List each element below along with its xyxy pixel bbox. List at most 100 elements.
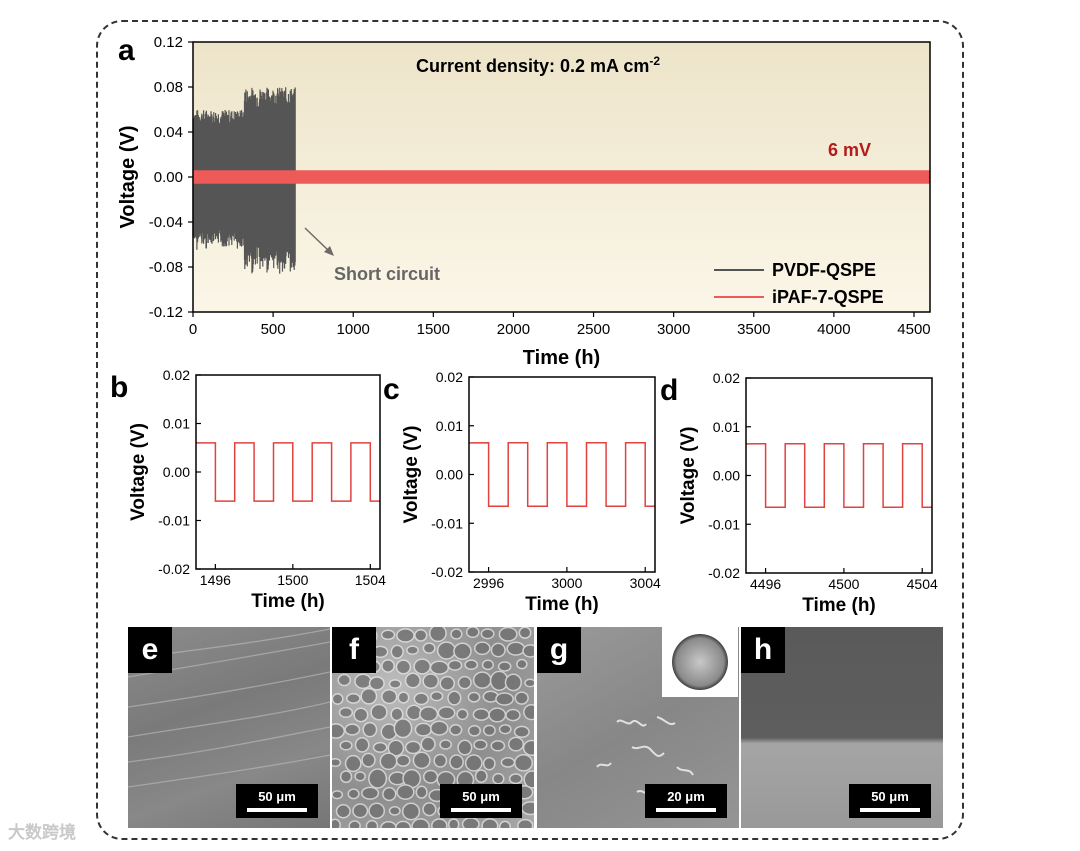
sem-pore — [332, 818, 341, 828]
y-tick-label-d-0: 0.02 — [713, 370, 740, 386]
sem-pore — [450, 628, 463, 640]
x-axis-label-a: Time (h) — [523, 347, 600, 369]
scale-text-h: 50 μm — [871, 789, 909, 804]
sem-pore — [521, 801, 534, 816]
sem-pore — [464, 754, 483, 772]
sem-pore — [372, 741, 388, 753]
sem-pore — [411, 818, 430, 828]
sem-pore — [514, 691, 529, 705]
sem-pore — [429, 720, 449, 736]
figure-frame — [96, 20, 964, 840]
sem-pore — [498, 724, 512, 735]
sem-pore — [508, 773, 523, 785]
sem-pore — [346, 692, 361, 704]
x-tick-label-a-2: 1000 — [337, 321, 370, 338]
sem-pore — [353, 707, 369, 723]
sem-pore — [518, 627, 532, 639]
sem-pore — [474, 769, 488, 784]
x-tick-label-a-5: 2500 — [577, 321, 610, 338]
sem-pore — [461, 817, 480, 828]
sem-pore — [393, 718, 413, 739]
sem-pore — [422, 673, 440, 690]
sem-pore — [473, 641, 491, 656]
y-tick-label-a-3: 0.00 — [154, 169, 183, 186]
sem-pore — [420, 736, 436, 752]
sem-pore — [382, 786, 397, 802]
sem-pore — [388, 679, 402, 689]
sem-pore — [380, 821, 397, 828]
short-circuit-label: Short circuit — [334, 264, 440, 284]
plot-frame-b — [195, 374, 381, 570]
sem-pore — [365, 819, 379, 828]
sem-pore — [335, 804, 351, 819]
sem-pore — [380, 629, 396, 641]
sem-pore — [431, 818, 448, 828]
sem-pore — [513, 725, 530, 739]
sem-pore — [428, 627, 447, 643]
series-square-wave-b — [196, 442, 380, 502]
sem-pore — [387, 739, 405, 757]
y-tick-label-d-4: -0.02 — [708, 565, 740, 581]
coin-cell-photo — [662, 627, 738, 697]
sem-pore — [492, 772, 505, 785]
sem-pore — [332, 693, 344, 705]
sem-pore — [395, 820, 412, 828]
scale-bar-e: 50 μm — [236, 784, 318, 818]
panel-d: 4496 4500 4504 0.02 0.01 0.00 -0.01 -0.02 Time (… — [660, 370, 938, 616]
sem-pore — [413, 658, 432, 675]
x-tick-label-c-0: 2996 — [473, 575, 504, 591]
sem-pore — [404, 740, 422, 755]
sem-pore — [344, 754, 362, 773]
x-tick-label-a-0: 0 — [189, 321, 197, 338]
panel-a: 0 500 1000 1500 2000 2500 3000 3500 4000 4500 0.12… — [117, 34, 931, 369]
x-tick-label-a-4: 2000 — [497, 321, 530, 338]
panel-c: 2996 3000 3004 0.02 0.01 0.00 -0.01 -0.02 Time (… — [383, 369, 661, 615]
x-tick-label-c-2: 3004 — [630, 575, 661, 591]
sem-label-f: f — [332, 627, 376, 673]
sem-pore — [362, 721, 378, 738]
sem-pore — [472, 671, 492, 689]
y-tick-label-c-3: -0.01 — [431, 515, 463, 531]
scale-bar-g: 20 μm — [645, 784, 727, 818]
sem-pore — [332, 723, 346, 739]
sem-pore — [467, 724, 482, 737]
sem-pore — [464, 659, 479, 671]
sem-pore — [406, 645, 419, 655]
y-axis-label-a: Voltage (V) — [117, 126, 139, 229]
scale-bar-h: 50 μm — [849, 784, 931, 818]
y-tick-label-b-3: -0.01 — [158, 513, 190, 529]
y-tick-label-c-1: 0.01 — [436, 418, 463, 434]
scale-text-g: 20 μm — [667, 789, 705, 804]
sem-pore — [337, 673, 352, 687]
sem-pore — [480, 628, 495, 640]
sem-label-e: e — [128, 627, 172, 673]
sem-pore — [447, 818, 460, 828]
y-tick-label-a-1: 0.08 — [154, 79, 183, 96]
sem-pore — [457, 675, 472, 690]
sem-label-g: g — [537, 627, 581, 673]
sem-image-f: f 50 μm — [332, 627, 534, 828]
sem-pore — [524, 678, 534, 688]
sem-pore — [522, 644, 534, 658]
sem-pore — [339, 740, 353, 751]
panel-b: 1496 1500 1504 0.02 0.01 0.00 -0.01 -0.02 Time (… — [110, 367, 386, 612]
sem-pore — [414, 722, 432, 737]
sem-pore — [430, 691, 444, 702]
sem-pore — [370, 703, 388, 721]
short-circuit-arrowhead — [324, 246, 334, 256]
sem-pore — [467, 691, 481, 703]
x-tick-label-a-9: 4500 — [897, 321, 930, 338]
sem-pore — [523, 703, 534, 721]
plot-frame-c — [468, 376, 656, 573]
sem-pore — [507, 736, 525, 752]
value-label-6mv: 6 mV — [828, 140, 871, 160]
sem-pore — [390, 644, 404, 659]
panel-label-a: a — [118, 34, 135, 67]
sem-pore — [497, 661, 512, 672]
x-tick-label-a-8: 4000 — [817, 321, 850, 338]
series-square-wave-d — [745, 443, 932, 508]
sem-pore — [414, 628, 428, 642]
x-tick-label-b-1: 1500 — [277, 572, 308, 588]
x-tick-label-d-0: 4496 — [750, 576, 781, 592]
